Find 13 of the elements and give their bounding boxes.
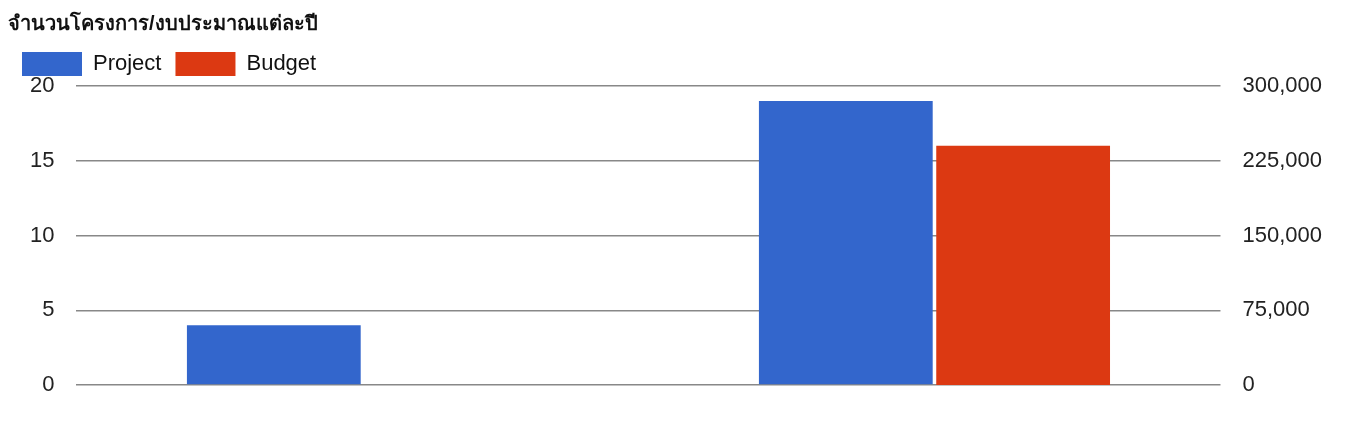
y2-tick-label: 75,000 (1242, 296, 1310, 322)
y-tick-label: 15 (29, 146, 55, 172)
y-tick-label: 5 (42, 296, 55, 322)
legend-label: Project (93, 50, 162, 76)
chart-title: จำนวนโครงการ/งบประมาณแต่ละปี (8, 10, 318, 34)
y2-tick-label: 0 (1242, 371, 1255, 397)
y2-tick-label: 300,000 (1242, 72, 1323, 98)
y-tick-label: 20 (29, 72, 55, 98)
y2-tick-label: 225,000 (1242, 146, 1323, 172)
legend-label: Budget (246, 50, 317, 76)
y-tick-label: 0 (42, 371, 55, 397)
y2-tick-label: 150,000 (1242, 221, 1323, 247)
y-tick-label: 10 (29, 221, 55, 247)
